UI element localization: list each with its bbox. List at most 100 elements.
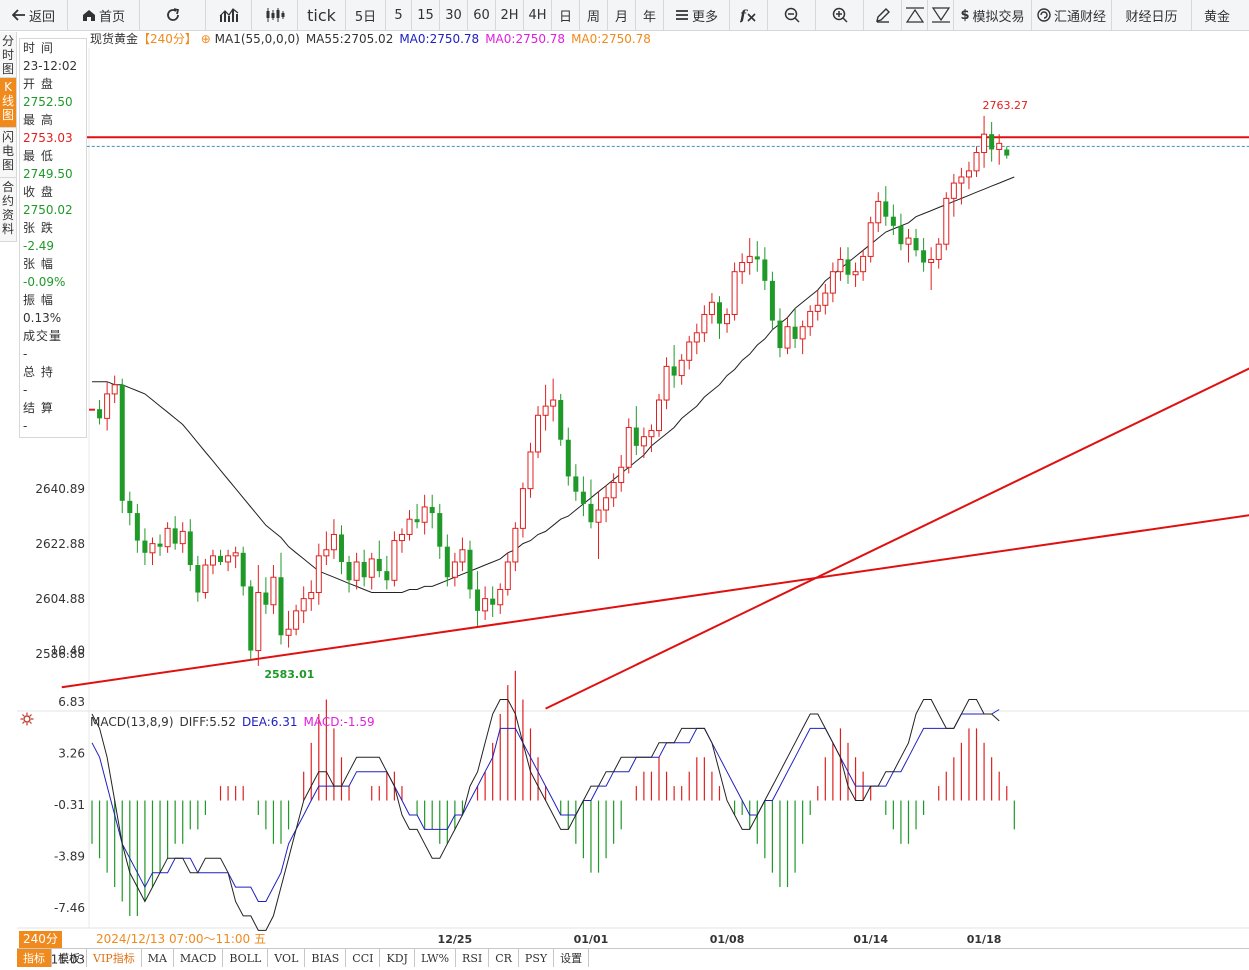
period-5day[interactable]: 5日 (346, 0, 386, 30)
back-arrow-icon (11, 9, 25, 21)
refresh-button[interactable] (140, 0, 206, 30)
date-tick-label: 01/08 (710, 933, 745, 946)
candle-body (519, 488, 526, 529)
candle-body (618, 466, 625, 484)
period-year[interactable]: 年 (636, 0, 664, 30)
side-tab-flash[interactable]: 闪电图 (0, 128, 17, 178)
macd-value: MACD:-1.59 (303, 715, 375, 729)
indicator-tab[interactable]: 指标 (17, 949, 52, 967)
candle-body (164, 527, 171, 548)
macd-tick-label: -7.46 (54, 901, 85, 915)
candle-body (822, 292, 829, 306)
zoom-in-button[interactable] (816, 0, 864, 30)
candle-body (595, 509, 602, 523)
macd-settings-icon[interactable] (20, 712, 34, 726)
indicator-tab[interactable]: CCI (346, 949, 381, 967)
candle-body (157, 543, 163, 547)
candle-body (716, 302, 722, 324)
indicator-tab[interactable]: PSY (519, 949, 555, 967)
info-value: - (23, 347, 28, 361)
home-button[interactable]: 首页 (68, 0, 140, 30)
candlestick-icon (266, 8, 284, 22)
ma-value: MA0:2750.78 (571, 32, 651, 46)
candle-body (663, 365, 670, 401)
home-icon (82, 9, 95, 21)
info-value: - (23, 383, 28, 397)
line-chart-button[interactable] (206, 0, 252, 30)
zoom-out-button[interactable] (768, 0, 816, 30)
candle-body (671, 366, 677, 376)
home-label: 首页 (98, 9, 125, 25)
period-month[interactable]: 月 (608, 0, 636, 30)
period-60min[interactable]: 60 (468, 0, 496, 30)
indicator-tab[interactable]: 模板 (52, 949, 87, 967)
macd-value: MACD(13,8,9) (90, 715, 174, 729)
back-button[interactable]: 返回 (0, 0, 68, 30)
period-5min[interactable]: 5 (386, 0, 412, 30)
more-button[interactable]: 更多 (664, 0, 730, 30)
indicator-tab[interactable]: MACD (174, 949, 224, 967)
info-value: - (23, 419, 28, 433)
candle-chart-button[interactable] (252, 0, 298, 30)
info-label: 最 低 (23, 149, 54, 163)
macd-tick-label: 10.40 (51, 644, 85, 658)
period-2h[interactable]: 2H (496, 0, 524, 30)
info-label: 张 跌 (23, 221, 54, 235)
indicator-tab[interactable]: MA (142, 949, 174, 967)
zoom-out-icon (784, 7, 800, 23)
candle-body (179, 530, 186, 545)
draw-down-triangle-button[interactable] (928, 0, 954, 30)
candle-body (149, 543, 156, 554)
calendar-button[interactable]: 财经日历 (1112, 0, 1192, 30)
side-tabs: 分时图 K线图 闪电图 合约资料 (0, 32, 17, 242)
sim-trade-button[interactable]: $ 模拟交易 (954, 0, 1032, 30)
settings-gear-icon[interactable]: ⊕ (200, 32, 211, 46)
candle-body (467, 549, 473, 590)
period-30min[interactable]: 30 (440, 0, 468, 30)
candle-body (338, 534, 344, 562)
info-label: 最 高 (23, 113, 54, 127)
indicator-tab[interactable]: BOLL (223, 949, 269, 967)
indicator-tab[interactable]: CR (489, 949, 519, 967)
candle-body (640, 436, 647, 447)
candle-body (353, 561, 360, 581)
formula-button[interactable]: f (730, 0, 768, 30)
candle-body (300, 598, 307, 612)
candle-body (898, 225, 904, 245)
indicator-tab[interactable]: BIAS (305, 949, 347, 967)
tick-button[interactable]: tick (298, 0, 346, 30)
candle-body (240, 552, 246, 587)
indicator-tab[interactable]: LW% (415, 949, 457, 967)
candle-body (195, 565, 201, 593)
period-15min[interactable]: 15 (412, 0, 440, 30)
period-week[interactable]: 周 (580, 0, 608, 30)
gold-button[interactable]: 黄金 (1204, 9, 1231, 25)
date-tick-label: 12/25 (438, 933, 473, 946)
candle-body (603, 497, 610, 511)
candle-body (739, 262, 746, 273)
candle-body (429, 506, 435, 514)
candle-body (921, 250, 927, 263)
indicator-tab[interactable]: VIP指标 (87, 949, 142, 967)
side-tab-kline[interactable]: K线图 (0, 78, 17, 128)
indicator-tab[interactable]: RSI (456, 949, 490, 967)
draw-button[interactable] (864, 0, 902, 30)
high-annotation: 2763.27 (983, 99, 1029, 112)
draw-up-triangle-button[interactable] (902, 0, 928, 30)
side-tab-contract[interactable]: 合约资料 (0, 178, 17, 242)
indicator-tab[interactable]: VOL (268, 949, 306, 967)
back-label: 返回 (28, 9, 55, 25)
candle-body (142, 540, 148, 553)
side-tab-timeshare[interactable]: 分时图 (0, 32, 17, 78)
indicator-tab[interactable]: 设置 (554, 949, 590, 967)
period-day[interactable]: 日 (552, 0, 580, 30)
period-4h[interactable]: 4H (524, 0, 552, 30)
triangle-up-icon (905, 7, 924, 23)
quote-info-panel: 时 间 23-12:02 开 盘 2752.50 最 高 2753.03 最 低 2749.5… (19, 38, 87, 438)
huitong-button[interactable]: 汇通财经 (1032, 0, 1112, 30)
candle-body (490, 598, 496, 605)
indicator-tabs: 指标 模板 VIP指标 MA MACD BOLL VOL BIAS CCI KDJ LW% RSI CR… (17, 948, 1249, 967)
indicator-tab[interactable]: KDJ (380, 949, 415, 967)
candle-body (97, 409, 103, 419)
